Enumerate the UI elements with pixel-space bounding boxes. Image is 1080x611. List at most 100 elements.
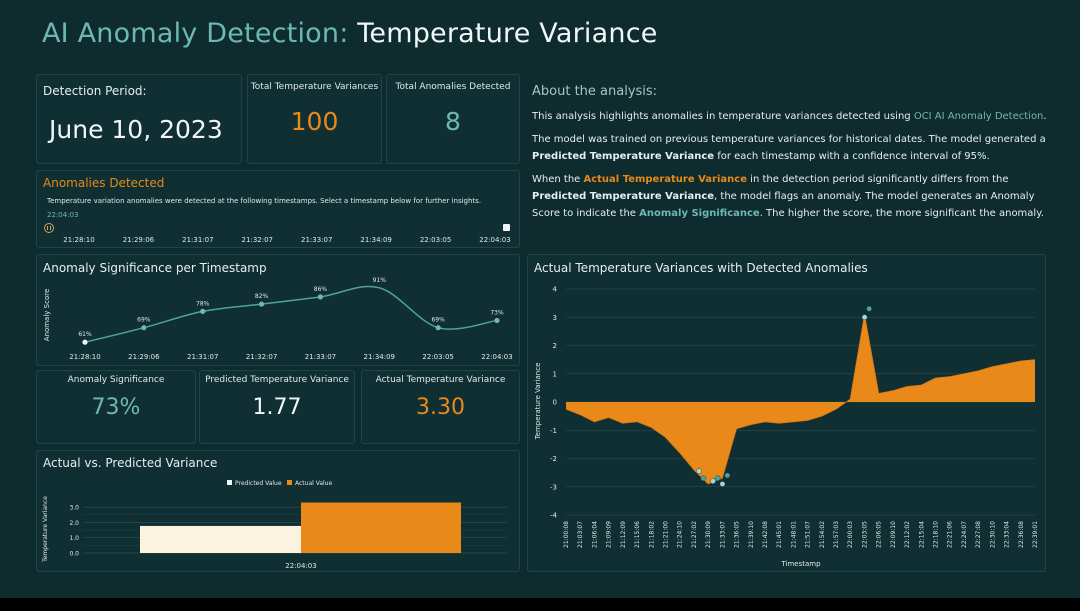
variance-area-line (565, 314, 1036, 485)
bar-chart-ylabel: Temperature Variance (42, 496, 49, 563)
variance-area-fill (566, 314, 1035, 484)
anomaly-point[interactable] (724, 472, 731, 479)
timestamp-option[interactable]: 21:32:07 (242, 236, 273, 244)
bar-chart-title: Actual vs. Predicted Variance (43, 456, 218, 470)
area-x-tick: 21:15:06 (634, 521, 641, 548)
timestamp-option[interactable]: 21:29:06 (123, 236, 155, 244)
legend-swatch-actual (287, 480, 292, 485)
line-data-label: 86% (314, 286, 328, 293)
page-title: AI Anomaly Detection: Temperature Varian… (42, 18, 658, 49)
anomaly-point[interactable] (861, 314, 868, 321)
slider-handle[interactable] (503, 224, 510, 231)
total-variances-card: Total Temperature Variances 100 (247, 74, 382, 164)
line-x-tick: 21:34:09 (364, 353, 395, 361)
line-point[interactable] (200, 308, 206, 314)
area-x-tick: 21:24:10 (677, 521, 684, 548)
area-x-tick: 22:15:04 (918, 521, 925, 548)
line-data-label: 91% (373, 277, 387, 284)
area-y-tick: 0 (553, 399, 557, 407)
area-x-tick: 22:03:05 (861, 521, 868, 548)
significance-chart-title: Anomaly Significance per Timestamp (43, 261, 267, 275)
significance-line-chart: Anomaly Score 61% 69% 78% 82% 86% 91% 69% 73% 2… (43, 277, 513, 361)
about-paragraph-1: This analysis highlights anomalies in te… (532, 111, 1047, 122)
predicted-label: Predicted Temperature Variance (205, 375, 349, 385)
bar-actual[interactable] (301, 502, 461, 553)
area-x-tick: 22:18:10 (933, 521, 940, 548)
variance-area-chart: Temperature Variance Timestamp 4 3 2 1 0 -1 -2… (534, 286, 1039, 569)
area-x-tick: 22:06:05 (876, 521, 883, 548)
area-x-tick: 22:00:03 (847, 521, 854, 548)
bar-predicted[interactable] (140, 525, 301, 553)
about-paragraph-2: The model was trained on previous temper… (532, 134, 1046, 162)
anomaly-point[interactable] (866, 305, 872, 312)
detection-period-card: Detection Period: June 10, 2023 (36, 74, 242, 164)
area-x-tick: 22:09:10 (890, 521, 897, 548)
total-anomalies-label: Total Anomalies Detected (395, 82, 511, 92)
line-point[interactable] (258, 301, 265, 307)
variance-area-card: Actual Temperature Variances with Detect… (527, 254, 1046, 572)
anomaly-point[interactable] (696, 468, 702, 475)
area-x-tick: 21:27:02 (691, 521, 698, 548)
actual-value: 3.30 (416, 395, 465, 420)
timestamp-option[interactable]: 21:31:07 (182, 236, 213, 244)
bar-y-tick: 3.0 (69, 505, 79, 512)
selected-timestamp: 22:04:03 (47, 211, 79, 219)
timestamp-labels: 21:28:10 21:29:06 21:31:07 21:32:07 21:33:07… (63, 236, 510, 244)
timestamp-slider[interactable]: 21:28:10 21:29:06 21:31:07 21:32:07 21:33:07… (37, 171, 521, 249)
anomaly-point[interactable] (700, 475, 707, 482)
timestamp-option[interactable]: 21:33:07 (301, 236, 332, 244)
line-x-tick: 22:04:03 (481, 353, 512, 361)
area-y-tick: 2 (553, 342, 557, 350)
legend-swatch-predicted (227, 480, 232, 485)
area-y-tick: 1 (553, 370, 557, 378)
area-y-tick: 3 (553, 314, 557, 322)
line-x-tick: 21:32:07 (246, 353, 277, 361)
legend-predicted: Predicted Value (235, 480, 282, 487)
timestamp-option[interactable]: 21:28:10 (63, 236, 94, 244)
line-point[interactable] (141, 325, 147, 331)
line-point[interactable] (435, 325, 441, 331)
area-x-tick: 22:33:04 (1004, 521, 1011, 548)
area-y-tick: -4 (550, 512, 558, 520)
anomaly-point[interactable] (714, 475, 721, 482)
area-x-tick: 21:39:10 (748, 521, 755, 548)
area-x-tick: 21:33:07 (719, 521, 726, 548)
area-x-tick: 21:51:07 (805, 521, 812, 548)
line-x-tick: 21:33:07 (305, 353, 336, 361)
actual-label: Actual Temperature Variance (375, 375, 506, 385)
timestamp-option[interactable]: 22:03:05 (420, 236, 451, 244)
area-y-tick: -3 (550, 483, 557, 491)
area-x-tick: 22:12:02 (904, 521, 911, 548)
anomalies-detected-panel: Anomalies Detected Temperature variation… (36, 170, 520, 248)
area-y-tick: -1 (550, 427, 557, 435)
anomaly-point[interactable] (719, 481, 726, 487)
area-x-tick: 22:27:08 (975, 521, 982, 548)
line-data-label: 61% (78, 331, 92, 338)
line-x-tick: 21:31:07 (187, 353, 218, 361)
area-x-tick: 22:21:06 (947, 521, 954, 548)
total-anomalies-value: 8 (445, 107, 461, 136)
line-x-tick: 21:28:10 (69, 353, 100, 361)
legend-actual: Actual Value (295, 480, 332, 487)
detection-date: June 10, 2023 (49, 115, 223, 144)
area-x-tick: 22:36:08 (1018, 521, 1025, 548)
area-x-tick: 21:57:03 (833, 521, 840, 548)
predicted-card: Predicted Temperature Variance 1.77 (199, 370, 355, 444)
bar-category-label: 22:04:03 (285, 562, 316, 570)
area-x-tick: 21:09:09 (606, 521, 613, 548)
line-point[interactable] (494, 317, 500, 324)
line-data-label: 69% (137, 317, 151, 324)
about-section: About the analysis: This analysis highli… (532, 83, 1047, 228)
line-x-tick: 21:29:06 (128, 353, 160, 361)
timestamp-option[interactable]: 21:34:09 (360, 236, 391, 244)
pause-icon[interactable] (44, 223, 54, 233)
timestamp-option[interactable]: 22:04:03 (479, 236, 510, 244)
line-data-label: 69% (431, 317, 445, 324)
area-y-tick: -2 (550, 455, 557, 463)
anomaly-point[interactable] (710, 478, 716, 484)
area-x-tick: 21:45:01 (776, 521, 783, 548)
line-data-label: 78% (196, 300, 210, 307)
significance-value: 73% (91, 395, 141, 420)
line-point[interactable] (82, 339, 88, 345)
line-point[interactable] (317, 294, 324, 300)
